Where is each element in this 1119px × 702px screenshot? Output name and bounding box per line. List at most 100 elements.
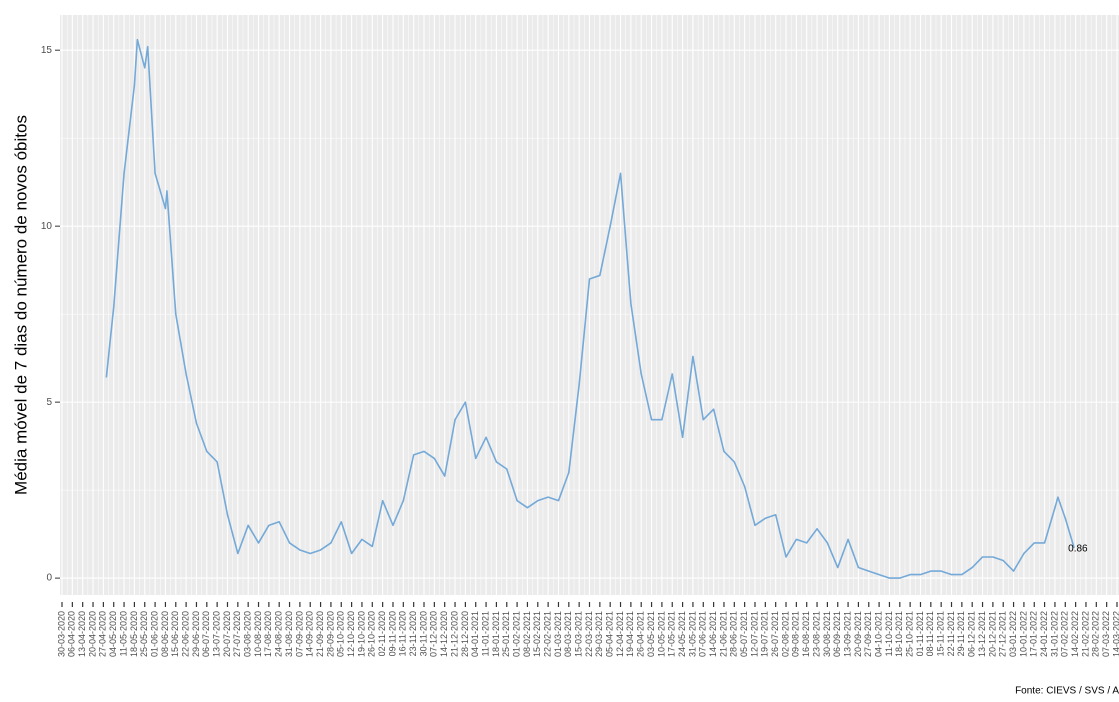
x-tick-label: 03-08-2020 bbox=[243, 611, 253, 657]
x-tick-label: 06-12-2021 bbox=[967, 611, 977, 657]
x-tick-label: 13-09-2021 bbox=[842, 611, 852, 657]
x-tick-label: 08-02-2021 bbox=[522, 611, 532, 657]
x-tick-label: 30-03-2020 bbox=[56, 611, 66, 657]
x-tick-label: 26-04-2021 bbox=[636, 611, 646, 657]
x-tick-label: 27-07-2020 bbox=[232, 611, 242, 657]
x-tick-label: 25-10-2021 bbox=[905, 611, 915, 657]
x-tick-label: 25-01-2021 bbox=[501, 611, 511, 657]
x-tick-label: 19-07-2021 bbox=[760, 611, 770, 657]
x-tick-label: 03-05-2021 bbox=[646, 611, 656, 657]
y-tick-label: 0 bbox=[46, 573, 52, 584]
x-tick-label: 17-08-2020 bbox=[263, 611, 273, 657]
x-tick-label: 06-09-2021 bbox=[832, 611, 842, 657]
x-tick-label: 18-05-2020 bbox=[129, 611, 139, 657]
x-tick-label: 20-09-2021 bbox=[853, 611, 863, 657]
x-tick-label: 24-05-2021 bbox=[677, 611, 687, 657]
x-tick-label: 14-12-2020 bbox=[439, 611, 449, 657]
x-tick-label: 18-01-2021 bbox=[491, 611, 501, 657]
x-tick-label: 23-11-2020 bbox=[408, 611, 418, 656]
x-tick-label: 21-12-2020 bbox=[449, 611, 459, 657]
x-tick-label: 03-01-2022 bbox=[1008, 611, 1018, 657]
x-tick-label: 16-08-2021 bbox=[801, 611, 811, 657]
x-tick-label: 24-01-2022 bbox=[1039, 611, 1049, 657]
x-tick-label: 11-05-2020 bbox=[118, 611, 128, 656]
x-tick-label: 08-06-2020 bbox=[160, 611, 170, 657]
x-tick-label: 07-06-2021 bbox=[698, 611, 708, 657]
x-tick-label: 12-07-2021 bbox=[749, 611, 759, 657]
x-tick-label: 24-08-2020 bbox=[274, 611, 284, 657]
x-tick-label: 23-08-2021 bbox=[811, 611, 821, 657]
x-tick-label: 20-04-2020 bbox=[87, 611, 97, 657]
x-tick-label: 30-08-2021 bbox=[822, 611, 832, 657]
x-tick-label: 20-07-2020 bbox=[222, 611, 232, 657]
x-tick-label: 29-03-2021 bbox=[594, 611, 604, 657]
x-tick-label: 06-07-2020 bbox=[201, 611, 211, 657]
x-tick-label: 22-06-2020 bbox=[180, 611, 190, 657]
x-tick-label: 14-06-2021 bbox=[708, 611, 718, 657]
x-tick-label: 29-06-2020 bbox=[191, 611, 201, 657]
x-tick-label: 15-11-2021 bbox=[936, 611, 946, 656]
x-tick-label: 14-02-2022 bbox=[1070, 611, 1080, 657]
x-tick-label: 01-02-2021 bbox=[511, 611, 521, 657]
x-tick-label: 11-01-2021 bbox=[480, 611, 490, 656]
x-tick-label: 01-06-2020 bbox=[149, 611, 159, 657]
x-tick-label: 04-01-2021 bbox=[470, 611, 480, 657]
x-tick-label: 17-01-2022 bbox=[1029, 611, 1039, 657]
y-tick-label: 10 bbox=[41, 221, 53, 232]
x-tick-label: 21-09-2020 bbox=[315, 611, 325, 657]
x-tick-label: 15-03-2021 bbox=[574, 611, 584, 657]
x-tick-label: 19-04-2021 bbox=[625, 611, 635, 657]
x-tick-label: 26-07-2021 bbox=[770, 611, 780, 657]
x-tick-label: 10-01-2022 bbox=[1018, 611, 1028, 657]
x-tick-label: 22-02-2021 bbox=[543, 611, 553, 657]
x-tick-label: 09-11-2020 bbox=[387, 611, 397, 656]
x-tick-label: 16-11-2020 bbox=[398, 611, 408, 656]
x-tick-label: 28-09-2020 bbox=[325, 611, 335, 657]
x-tick-label: 20-12-2021 bbox=[987, 611, 997, 657]
x-tick-label: 11-10-2021 bbox=[884, 611, 894, 656]
x-tick-label: 27-12-2021 bbox=[998, 611, 1008, 657]
end-label: 0.86 bbox=[1068, 543, 1088, 554]
x-tick-label: 05-04-2021 bbox=[605, 611, 615, 657]
x-tick-label: 31-08-2020 bbox=[284, 611, 294, 657]
x-tick-label: 29-11-2021 bbox=[956, 611, 966, 656]
x-tick-label: 05-10-2020 bbox=[336, 611, 346, 657]
x-tick-label: 15-06-2020 bbox=[170, 611, 180, 657]
x-tick-label: 15-02-2021 bbox=[532, 611, 542, 657]
y-axis-title: Média móvel de 7 dias do número de novos… bbox=[11, 115, 30, 495]
x-tick-label: 04-05-2020 bbox=[108, 611, 118, 657]
x-tick-label: 02-11-2020 bbox=[377, 611, 387, 656]
x-tick-label: 07-02-2022 bbox=[1060, 611, 1070, 657]
x-tick-label: 08-03-2021 bbox=[563, 611, 573, 657]
x-tick-label: 31-01-2022 bbox=[1049, 611, 1059, 657]
x-tick-label: 19-10-2020 bbox=[356, 611, 366, 657]
x-tick-label: 07-03-2022 bbox=[1101, 611, 1111, 657]
x-tick-label: 21-02-2022 bbox=[1080, 611, 1090, 657]
x-tick-label: 10-08-2020 bbox=[253, 611, 263, 657]
x-tick-label: 30-11-2020 bbox=[418, 611, 428, 656]
line bbox=[105, 38, 1075, 579]
x-tick-label: 26-10-2020 bbox=[367, 611, 377, 657]
x-tick-label: 14-03-2022 bbox=[1111, 611, 1119, 657]
x-tick-label: 31-05-2021 bbox=[687, 611, 697, 657]
y-tick-label: 5 bbox=[46, 397, 52, 408]
x-tick-label: 09-08-2021 bbox=[791, 611, 801, 657]
x-tick-label: 01-03-2021 bbox=[553, 611, 563, 657]
x-tick-label: 21-06-2021 bbox=[718, 611, 728, 657]
x-tick-label: 14-09-2020 bbox=[305, 611, 315, 657]
x-tick-label: 13-07-2020 bbox=[212, 611, 222, 657]
x-tick-label: 06-04-2020 bbox=[67, 611, 77, 657]
x-tick-label: 12-04-2021 bbox=[615, 611, 625, 657]
x-tick-label: 22-11-2021 bbox=[946, 611, 956, 656]
x-tick-label: 28-06-2021 bbox=[729, 611, 739, 657]
x-tick-label: 07-09-2020 bbox=[294, 611, 304, 657]
y-tick-label: 15 bbox=[41, 45, 53, 56]
x-tick-label: 08-11-2021 bbox=[925, 611, 935, 656]
x-tick-label: 27-09-2021 bbox=[863, 611, 873, 657]
x-tick-label: 28-12-2020 bbox=[460, 611, 470, 657]
x-tick-label: 25-05-2020 bbox=[139, 611, 149, 657]
x-tick-label: 13-12-2021 bbox=[977, 611, 987, 657]
x-tick-label: 10-05-2021 bbox=[656, 611, 666, 657]
x-tick-label: 17-05-2021 bbox=[667, 611, 677, 657]
